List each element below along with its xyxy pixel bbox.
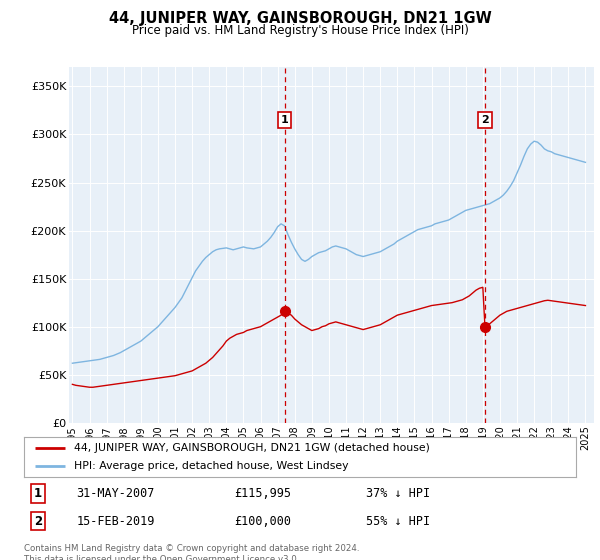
Text: 1: 1 bbox=[281, 115, 289, 125]
Text: 55% ↓ HPI: 55% ↓ HPI bbox=[366, 515, 430, 528]
Text: 15-FEB-2019: 15-FEB-2019 bbox=[76, 515, 155, 528]
Text: Price paid vs. HM Land Registry's House Price Index (HPI): Price paid vs. HM Land Registry's House … bbox=[131, 24, 469, 36]
Text: £115,995: £115,995 bbox=[234, 487, 291, 500]
Text: £100,000: £100,000 bbox=[234, 515, 291, 528]
Text: 44, JUNIPER WAY, GAINSBOROUGH, DN21 1GW: 44, JUNIPER WAY, GAINSBOROUGH, DN21 1GW bbox=[109, 11, 491, 26]
Text: 31-MAY-2007: 31-MAY-2007 bbox=[76, 487, 155, 500]
Text: 44, JUNIPER WAY, GAINSBOROUGH, DN21 1GW (detached house): 44, JUNIPER WAY, GAINSBOROUGH, DN21 1GW … bbox=[74, 443, 430, 452]
Text: 2: 2 bbox=[481, 115, 489, 125]
Text: 2: 2 bbox=[34, 515, 42, 528]
Text: 37% ↓ HPI: 37% ↓ HPI bbox=[366, 487, 430, 500]
Text: HPI: Average price, detached house, West Lindsey: HPI: Average price, detached house, West… bbox=[74, 461, 348, 471]
Text: 1: 1 bbox=[34, 487, 42, 500]
Text: Contains HM Land Registry data © Crown copyright and database right 2024.
This d: Contains HM Land Registry data © Crown c… bbox=[24, 544, 359, 560]
